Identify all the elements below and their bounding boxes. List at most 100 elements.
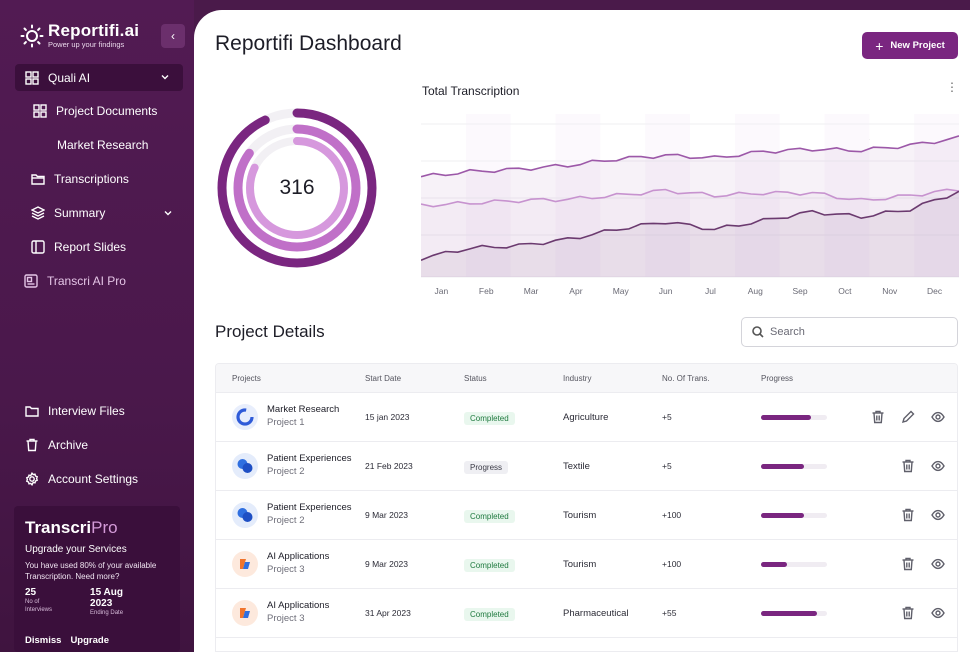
promo-title-accent: Pro [91,518,118,537]
trash-icon[interactable] [901,508,915,522]
status-badge: Completed [464,559,515,572]
row-actions [846,508,957,522]
trans-count: +100 [662,559,682,569]
interviews-label: No of Interviews [25,599,53,613]
dismiss-button[interactable]: Dismiss [25,635,62,646]
sidebar-item-archive[interactable]: Archive [25,438,88,452]
page-title: Reportifi Dashboard [215,32,402,55]
trash-icon[interactable] [901,557,915,571]
month-band [465,114,511,277]
upgrade-button[interactable]: Upgrade [70,635,109,646]
donut-ring-1 [217,108,377,268]
row-actions [846,606,957,620]
status-badge: Completed [464,412,515,425]
eye-icon[interactable] [931,410,945,424]
sidebar-item-project-documents[interactable]: Project Documents [33,104,157,118]
table-header: Projects Start Date Status Industry No. … [216,364,957,393]
col-progress[interactable]: Progress [761,373,794,383]
project-avatar-icon [232,453,258,479]
trash-icon[interactable] [871,410,885,424]
project-name[interactable]: Patient Experiences [267,453,352,464]
progress-fill [761,463,804,469]
series-area-2020 [421,189,959,277]
progress-cell [761,512,846,518]
donut-total-value: 316 [279,176,315,199]
col-industry[interactable]: Industry [563,373,592,383]
sidebar-item-quali-ai[interactable]: Quali AI [15,64,183,91]
industry: Agriculture [563,411,609,423]
brand-name: Reportifi.ai [48,21,140,40]
x-tick-label: May [613,286,630,296]
month-band [779,114,825,277]
sidebar-item-account-settings[interactable]: Account Settings [25,472,138,486]
chart-more-icon[interactable]: ⋮ [946,80,958,94]
month-band [645,114,690,277]
project-name[interactable]: Market Research [267,404,340,415]
table-row[interactable]: Patient Experiences Project 2 21 Feb 202… [216,442,957,491]
search-input[interactable] [770,326,940,338]
project-avatar-icon [232,600,258,626]
project-avatar-icon [232,502,258,528]
edit-icon[interactable] [901,410,915,424]
gear-icon [25,472,39,486]
project-name[interactable]: Patient Experiences [267,502,352,513]
sidebar-item-report-slides[interactable]: Report Slides [31,240,126,254]
progress-fill [761,561,788,567]
project-name[interactable]: AI Applications [267,600,330,611]
status-cell: Progress [464,457,563,475]
sidebar-item-label: Transcriptions [54,172,129,186]
project-name[interactable]: AI Applications [267,551,330,562]
eye-icon[interactable] [931,508,945,522]
col-status[interactable]: Status [464,373,487,383]
eye-icon[interactable] [931,606,945,620]
trash-icon[interactable] [901,459,915,473]
sidebar-item-label: Quali AI [48,70,91,85]
sidebar-item-label: Report Slides [54,240,127,254]
folder-icon [31,174,45,185]
table-row[interactable]: Market Research Project 1 15 jan 2023 Co… [216,393,957,442]
sidebar-item-label: Archive [48,438,89,452]
progress-cell [761,561,846,567]
progress-cell [761,463,846,469]
start-date: 21 Feb 2023 [365,461,413,471]
sidebar-item-transcriptions[interactable]: Transcriptions [31,172,129,186]
search-box[interactable] [741,317,958,347]
sidebar-item-label: Project Documents [56,104,158,118]
brand[interactable]: Reportifi.ai Power up your findings [20,22,139,50]
transcription-line-chart: Jan Feb Mar Apr May Jun Jul Aug Sep Oct Nov Dec [421,114,959,296]
sidebar-item-interview-files[interactable]: Interview Files [25,404,125,418]
project-avatar-icon [232,404,258,430]
new-project-button[interactable]: + New Project [862,32,958,59]
sidebar-item-label: Interview Files [48,404,125,418]
month-band [510,114,556,277]
progress-cell [761,414,846,420]
new-project-label: New Project [890,40,945,51]
trash-icon[interactable] [901,606,915,620]
start-date: 9 Mar 2023 [365,510,408,520]
grid-icon [33,104,47,118]
sidebar-item-summary[interactable]: Summary [31,206,176,220]
x-tick-label: Sep [793,286,808,296]
start-date: 31 Apr 2023 [365,608,411,618]
table-row[interactable]: AI Applications Project 3 9 Mar 2023 Com… [216,540,957,589]
industry: Pharmaceutical [563,607,629,619]
col-projects[interactable]: Projects [232,373,261,383]
donut-ring-2 [233,124,361,252]
eye-icon[interactable] [931,459,945,473]
promo-description: You have used 80% of your available Tran… [25,561,157,581]
sidebar-item-market-research[interactable]: Market Research [57,138,148,152]
transcri-icon [24,274,38,288]
col-start-date[interactable]: Start Date [365,373,402,383]
project-cell: AI Applications Project 3 [216,600,365,626]
table-row[interactable]: AI Applications Project 3 31 Apr 2023 Co… [216,589,957,638]
status-cell: Completed [464,604,563,622]
sidebar-item-transcri-ai-pro[interactable]: Transcri AI Pro [24,274,126,288]
table-row[interactable]: Patient Experiences Project 2 9 Mar 2023… [216,491,957,540]
row-actions [846,557,957,571]
progress-fill [761,610,818,616]
collapse-sidebar-button[interactable]: ‹ [161,24,185,48]
series-line-2019 [421,190,959,261]
ending-date-label: Ending Date [90,610,124,616]
col-no-of-trans[interactable]: No. Of Trans. [662,373,710,383]
eye-icon[interactable] [931,557,945,571]
